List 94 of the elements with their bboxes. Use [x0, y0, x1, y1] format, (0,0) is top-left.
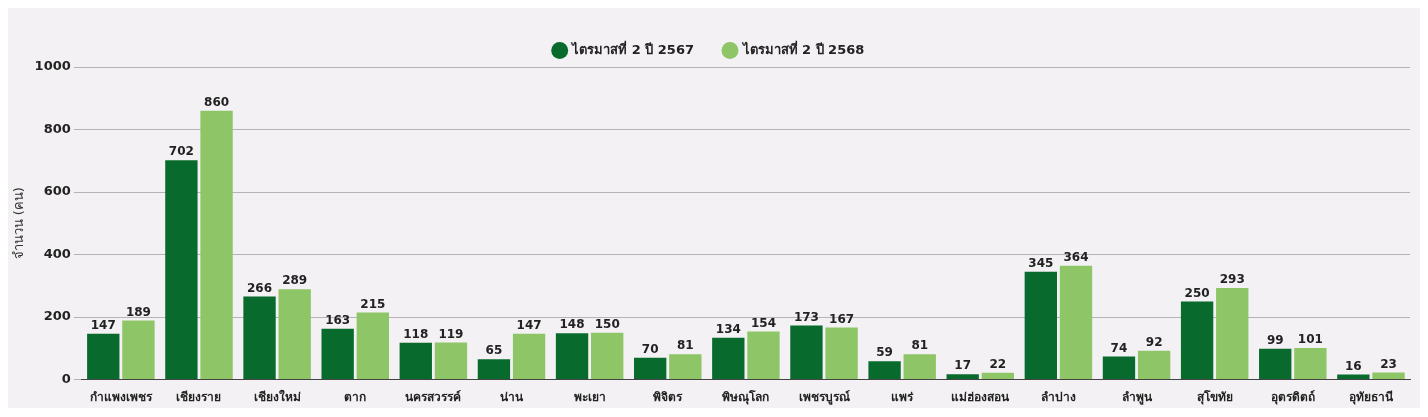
bar — [669, 354, 702, 380]
x-tick-label: สุโขทัย — [1196, 388, 1233, 405]
bar — [1337, 374, 1370, 380]
bar — [868, 361, 901, 380]
x-tick-label: กำแพงเพชร — [89, 389, 153, 404]
y-axis-title: จำนวน (คน) — [11, 187, 27, 260]
bar — [477, 359, 511, 380]
x-tick-label: อุทัยธานี — [1348, 389, 1394, 405]
bar — [634, 357, 667, 380]
data-label: 364 — [1063, 249, 1089, 264]
data-label: 23 — [1380, 356, 1397, 371]
legend-label: ไตรมาสที่ 2 ปี 2568 — [740, 39, 865, 57]
bar — [165, 160, 198, 380]
bar — [434, 342, 468, 380]
y-tick-label: 0 — [61, 370, 71, 386]
bar — [278, 289, 311, 380]
y-tick-label: 400 — [43, 245, 71, 261]
bar — [122, 320, 155, 380]
y-tick-label: 600 — [43, 183, 71, 199]
bar — [87, 333, 120, 380]
data-label: 215 — [360, 296, 386, 311]
bar — [200, 110, 233, 380]
x-tick-label: เพชรบูรณ์ — [798, 389, 850, 405]
data-label: 134 — [715, 321, 741, 336]
bar — [1137, 350, 1171, 380]
bar — [1102, 356, 1136, 380]
data-label: 250 — [1184, 285, 1210, 300]
data-label: 74 — [1110, 340, 1128, 355]
data-label: 163 — [325, 312, 351, 327]
x-tick-label: น่าน — [500, 389, 524, 404]
x-tick-label: แพร่ — [891, 389, 915, 404]
data-label: 147 — [90, 317, 116, 332]
x-tick-label: อุตรดิตถ์ — [1270, 389, 1315, 405]
x-tick-label: นครสวรรค์ — [405, 389, 462, 404]
y-tick-label: 800 — [43, 120, 71, 136]
data-label: 92 — [1145, 334, 1163, 349]
data-label: 154 — [750, 315, 776, 330]
data-label: 167 — [829, 311, 855, 326]
data-label: 147 — [516, 317, 542, 332]
bar — [790, 325, 823, 380]
bar — [591, 332, 624, 380]
data-label: 860 — [204, 94, 230, 109]
data-label: 189 — [125, 304, 151, 319]
bar — [1294, 348, 1327, 380]
x-tick-label: พิษณุโลก — [722, 388, 770, 405]
data-label: 65 — [485, 343, 503, 358]
data-label: 119 — [438, 326, 464, 341]
data-label: 16 — [1345, 358, 1362, 373]
x-tick-label: พิจิตร — [653, 389, 684, 404]
bar — [555, 333, 589, 380]
data-label: 70 — [641, 341, 659, 356]
bar — [946, 374, 979, 380]
bar — [1180, 301, 1214, 380]
bar — [356, 312, 389, 380]
legend-label: ไตรมาสที่ 2 ปี 2567 — [570, 39, 695, 57]
y-tick-label: 200 — [43, 308, 71, 324]
x-tick-label: เชียงราย — [176, 389, 222, 404]
bar — [243, 296, 276, 380]
data-label: 101 — [1297, 332, 1323, 347]
x-tick-label: แม่ฮ่องสอน — [951, 389, 1011, 404]
bar — [1059, 265, 1093, 380]
data-label: 345 — [1028, 255, 1054, 270]
data-label: 118 — [403, 326, 429, 341]
bar — [903, 354, 936, 380]
x-tick-label: พะเยา — [573, 389, 606, 404]
bar — [1259, 348, 1292, 380]
data-label: 81 — [676, 338, 694, 353]
bar — [712, 337, 745, 380]
x-tick-label: เชียงใหม่ — [253, 388, 301, 404]
data-label: 289 — [282, 273, 308, 288]
bar — [747, 331, 780, 380]
bar — [825, 327, 858, 380]
bar — [1024, 271, 1058, 380]
data-label: 150 — [594, 316, 620, 331]
bar — [321, 328, 354, 380]
bar — [399, 342, 432, 380]
x-tick-label: ลำพูน — [1121, 389, 1153, 405]
x-tick-label: ลำปาง — [1040, 389, 1076, 404]
data-label: 266 — [247, 280, 273, 295]
x-tick-label: ตาก — [344, 389, 367, 404]
y-tick-label: 1000 — [34, 58, 71, 74]
data-label: 59 — [876, 345, 893, 360]
data-label: 22 — [989, 356, 1007, 371]
bar — [1372, 372, 1405, 380]
bar — [1216, 288, 1249, 380]
data-label: 293 — [1219, 272, 1245, 287]
data-label: 173 — [793, 309, 819, 324]
data-label: 148 — [559, 317, 585, 332]
data-label: 99 — [1266, 332, 1284, 347]
data-label: 702 — [168, 144, 194, 159]
data-label: 81 — [911, 338, 929, 353]
data-label: 17 — [954, 358, 972, 373]
bar — [981, 372, 1015, 380]
bar — [512, 333, 546, 380]
